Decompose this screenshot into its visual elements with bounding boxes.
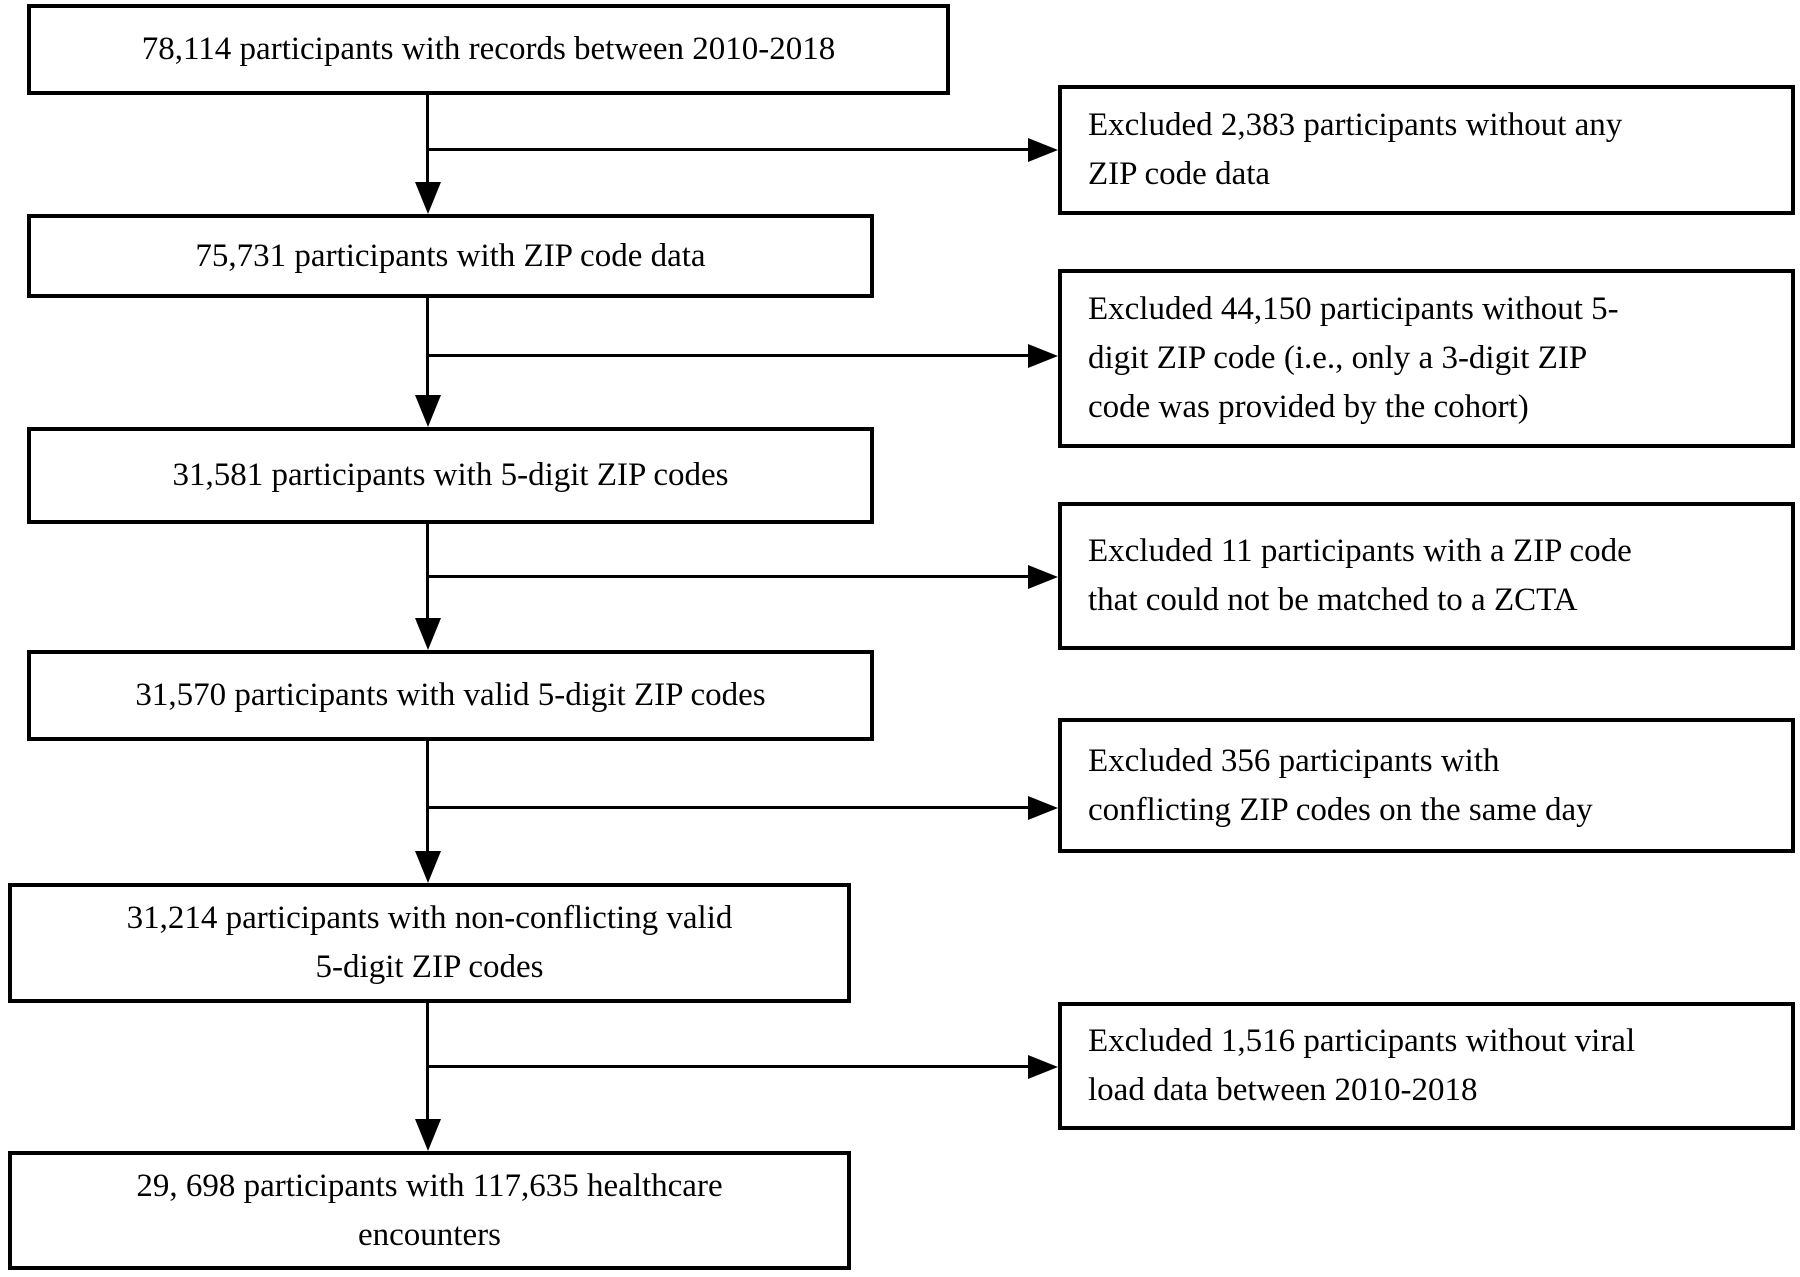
flow-step-box-3: 31,581 participants with 5-digit ZIP cod… (27, 427, 874, 524)
flow-step-text: 29, 698 participants with 117,635 health… (136, 1167, 723, 1204)
flow-step-box-1: 78,114 participants with records between… (27, 4, 950, 95)
exclusion-text: digit ZIP code (i.e., only a 3-digit ZIP (1088, 340, 1588, 376)
arrowhead-right-icon (1028, 796, 1058, 820)
exclusion-box-4: Excluded 356 participants with conflicti… (1058, 718, 1795, 853)
flow-step-box-5: 31,214 participants with non-conflicting… (8, 883, 851, 1003)
exclusion-text: conflicting ZIP codes on the same day (1088, 791, 1593, 828)
exclusion-text: load data between 2010-2018 (1088, 1072, 1478, 1108)
arrowhead-down-icon (415, 1119, 441, 1151)
exclusion-text: ZIP code data (1088, 156, 1271, 192)
exclusion-text: Excluded 44,150 participants without 5- (1088, 291, 1619, 327)
exclusion-box-3: Excluded 11 participants with a ZIP code… (1058, 502, 1795, 650)
exclusion-text: Excluded 2,383 participants without any (1088, 107, 1623, 143)
exclusion-text: Excluded 1,516 participants without vira… (1088, 1023, 1636, 1059)
flow-step-text: 75,731 participants with ZIP code data (195, 237, 706, 274)
exclusion-text: code was provided by the cohort) (1088, 389, 1529, 425)
flow-step-text: 5-digit ZIP codes (315, 949, 544, 985)
flow-step-box-6: 29, 698 participants with 117,635 health… (8, 1151, 851, 1270)
arrowhead-down-icon (415, 618, 441, 650)
flow-step-text: encounters (358, 1216, 501, 1253)
arrowhead-down-icon (415, 395, 441, 427)
arrowhead-right-icon (1028, 1055, 1058, 1079)
exclusion-box-5: Excluded 1,516 participants without vira… (1058, 1002, 1795, 1130)
arrowhead-down-icon (415, 851, 441, 883)
flow-step-box-2: 75,731 participants with ZIP code data (27, 214, 874, 298)
exclusion-box-1: Excluded 2,383 participants without any … (1058, 85, 1795, 215)
flow-step-text: 31,570 participants with valid 5-digit Z… (135, 677, 766, 713)
arrowhead-right-icon (1028, 344, 1058, 368)
arrowhead-right-icon (1028, 565, 1058, 589)
exclusion-text: Excluded 11 participants with a ZIP code (1088, 533, 1632, 569)
arrowhead-down-icon (415, 182, 441, 214)
flow-step-text: 31,214 participants with non-conflicting… (126, 900, 733, 936)
exclusion-text: Excluded 356 participants with (1088, 742, 1500, 779)
flow-step-box-4: 31,570 participants with valid 5-digit Z… (27, 650, 874, 741)
arrowhead-right-icon (1028, 138, 1058, 162)
exclusion-box-2: Excluded 44,150 participants without 5- … (1058, 269, 1795, 448)
flow-step-text: 31,581 participants with 5-digit ZIP cod… (172, 457, 729, 493)
flow-step-text: 78,114 participants with records between… (141, 31, 836, 67)
exclusion-text: that could not be matched to a ZCTA (1088, 582, 1578, 618)
